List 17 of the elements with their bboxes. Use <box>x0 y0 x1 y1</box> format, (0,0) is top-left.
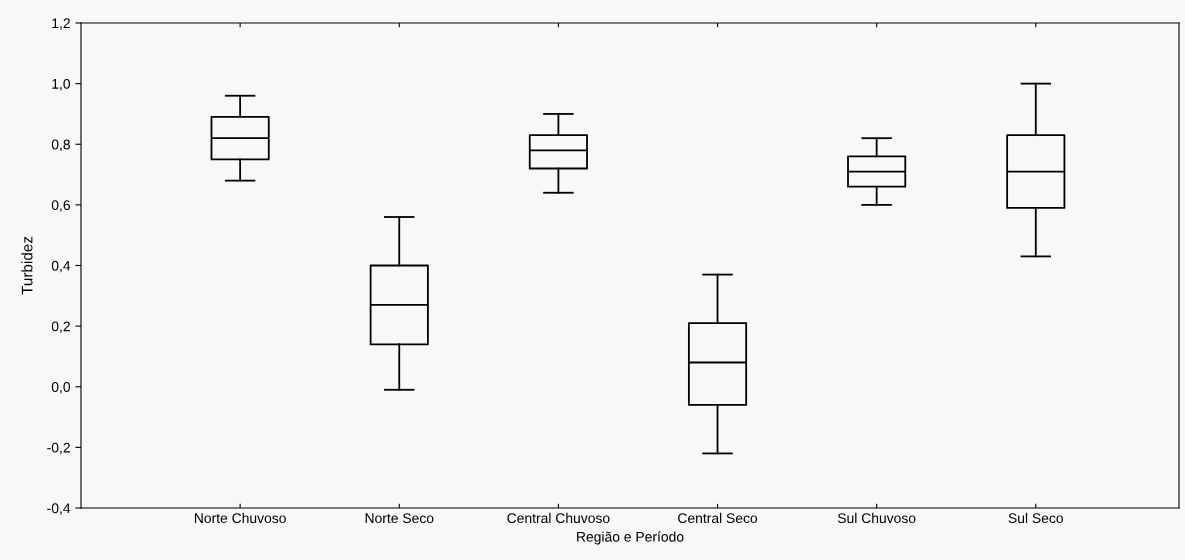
x-tick-label: Norte Chuvoso <box>194 512 286 524</box>
y-tick-label: 0,2 <box>51 321 70 333</box>
y-tick-label: 1,0 <box>52 78 71 91</box>
y-tick-label: 0,6 <box>51 200 70 212</box>
x-tick-label: Sul Chuvoso <box>837 512 916 524</box>
x-tick-label: Central Chuvoso <box>507 512 610 524</box>
y-tick-label: -0,4 <box>47 503 71 515</box>
x-axis-title: Região e Período <box>577 531 684 545</box>
y-tick-label: -0,2 <box>47 442 70 455</box>
y-tick-label: 1,2 <box>52 18 70 30</box>
x-tick-label: Sul Seco <box>1008 512 1063 524</box>
x-tick-label: Central Seco <box>678 512 758 524</box>
x-tick-label: Norte Seco <box>365 513 434 524</box>
y-tick-label: 0,8 <box>51 139 70 152</box>
y-tick-label: 0,4 <box>51 260 71 273</box>
y-axis-title: Turbidez <box>21 236 33 295</box>
y-tick-label: 0,0 <box>51 382 71 394</box>
